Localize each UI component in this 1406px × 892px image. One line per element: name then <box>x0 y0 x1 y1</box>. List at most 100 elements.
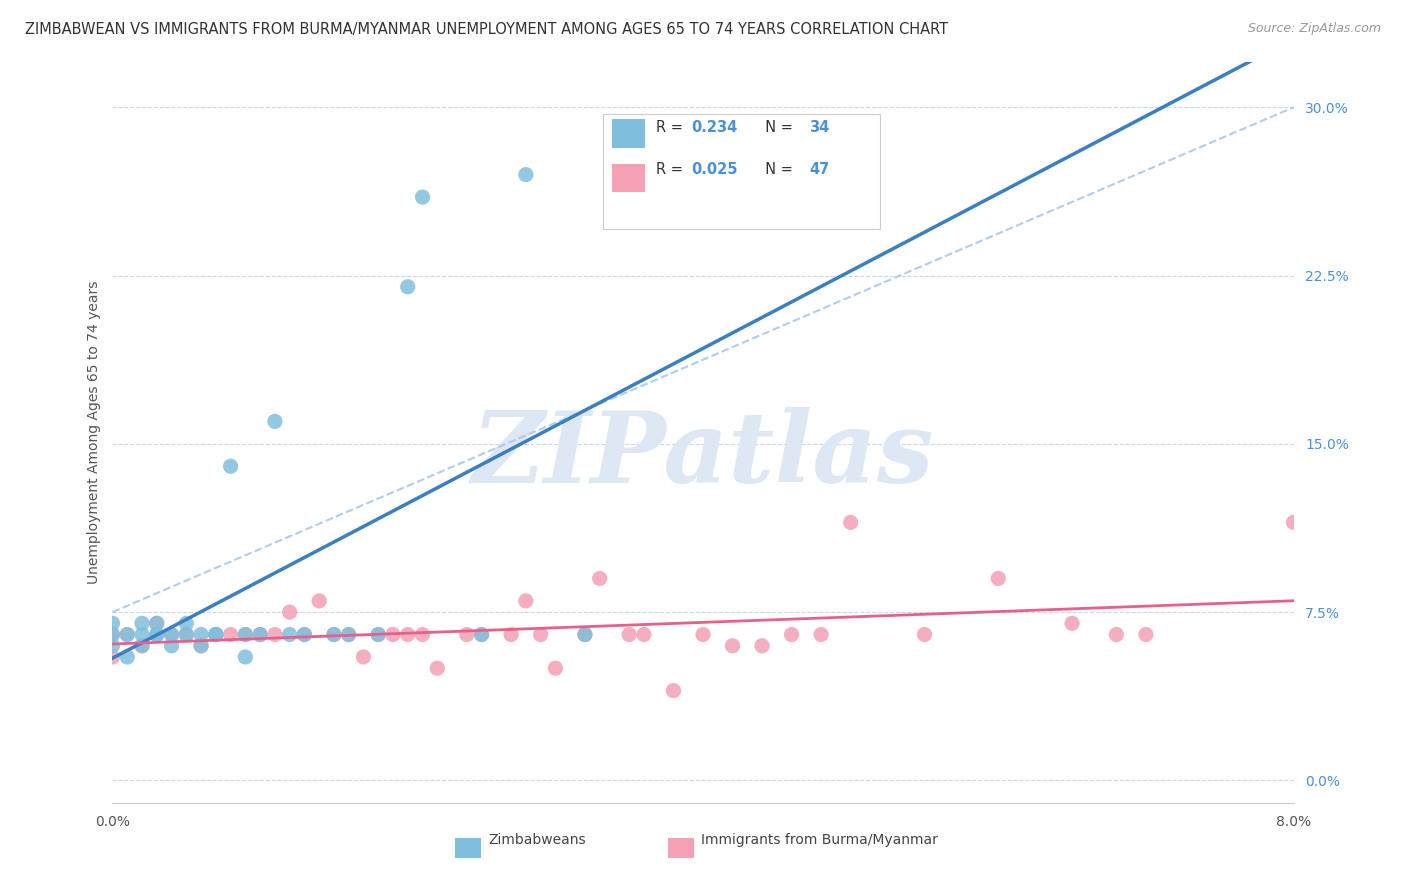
Point <box>839 516 862 530</box>
Point <box>471 627 494 641</box>
Text: N =: N = <box>756 162 797 178</box>
Bar <box>612 120 645 147</box>
Point <box>190 639 212 653</box>
Point <box>588 571 610 585</box>
Text: ZIPatlas: ZIPatlas <box>472 407 934 503</box>
Point <box>515 594 537 608</box>
Point <box>174 627 197 641</box>
Point <box>323 627 346 641</box>
Point <box>396 627 419 641</box>
Point <box>117 627 138 641</box>
Text: N =: N = <box>756 120 797 136</box>
Point <box>146 616 169 631</box>
Point <box>264 414 287 428</box>
Point <box>367 627 389 641</box>
Text: Source: ZipAtlas.com: Source: ZipAtlas.com <box>1247 22 1381 36</box>
Point <box>131 639 153 653</box>
Point <box>751 639 773 653</box>
Point <box>278 627 301 641</box>
Text: 0.234: 0.234 <box>692 120 737 136</box>
Point <box>292 627 315 641</box>
Text: ZIMBABWEAN VS IMMIGRANTS FROM BURMA/MYANMAR UNEMPLOYMENT AMONG AGES 65 TO 74 YEA: ZIMBABWEAN VS IMMIGRANTS FROM BURMA/MYAN… <box>25 22 949 37</box>
FancyBboxPatch shape <box>603 114 880 229</box>
Point <box>101 616 124 631</box>
Point <box>396 280 419 294</box>
Text: R =: R = <box>655 162 688 178</box>
Point <box>190 627 212 641</box>
Point <box>662 683 685 698</box>
Text: 47: 47 <box>810 162 830 178</box>
Point <box>278 605 301 619</box>
Point <box>352 650 374 665</box>
Bar <box>456 838 481 858</box>
Point <box>780 627 803 641</box>
Point <box>412 627 434 641</box>
Point <box>249 627 271 641</box>
Point <box>146 627 169 641</box>
Point <box>292 627 315 641</box>
Point <box>101 639 124 653</box>
Point <box>160 627 183 641</box>
Text: 0.025: 0.025 <box>692 162 738 178</box>
Point <box>174 616 197 631</box>
Point <box>633 627 655 641</box>
Point <box>426 661 449 675</box>
Point <box>544 661 567 675</box>
Point <box>131 627 153 641</box>
Point <box>233 627 256 641</box>
Point <box>382 627 405 641</box>
Point <box>692 627 714 641</box>
Point <box>619 627 641 641</box>
Point <box>456 627 478 641</box>
Point <box>501 627 523 641</box>
Text: R =: R = <box>655 120 688 136</box>
Y-axis label: Unemployment Among Ages 65 to 74 years: Unemployment Among Ages 65 to 74 years <box>87 281 101 584</box>
Point <box>160 639 183 653</box>
Point <box>146 627 169 641</box>
Point <box>205 627 228 641</box>
Point <box>249 627 271 641</box>
Point <box>264 627 287 641</box>
Point <box>117 627 138 641</box>
Text: Immigrants from Burma/Myanmar: Immigrants from Burma/Myanmar <box>700 833 938 847</box>
Point <box>219 627 242 641</box>
Point <box>914 627 936 641</box>
Bar <box>668 838 693 858</box>
Point <box>987 571 1010 585</box>
Point <box>1105 627 1128 641</box>
Point <box>471 627 494 641</box>
Point <box>190 639 212 653</box>
Point <box>205 627 228 641</box>
Point <box>721 639 744 653</box>
Point <box>205 627 228 641</box>
Point <box>101 650 124 665</box>
Bar <box>612 164 645 192</box>
Point <box>219 459 242 474</box>
Point <box>1282 516 1305 530</box>
Point <box>1062 616 1084 631</box>
Point <box>117 650 138 665</box>
Point <box>515 168 537 182</box>
Point <box>101 627 124 641</box>
Point <box>367 627 389 641</box>
Point <box>233 627 256 641</box>
Point <box>810 627 832 641</box>
Point <box>308 594 330 608</box>
Point <box>160 627 183 641</box>
Point <box>337 627 360 641</box>
Point <box>174 627 197 641</box>
Point <box>146 616 169 631</box>
Point <box>1135 627 1157 641</box>
Point <box>101 627 124 641</box>
Point <box>337 627 360 641</box>
Point <box>574 627 596 641</box>
Point <box>529 627 551 641</box>
Point <box>323 627 346 641</box>
Point <box>131 639 153 653</box>
Point <box>574 627 596 641</box>
Text: 34: 34 <box>810 120 830 136</box>
Point <box>233 650 256 665</box>
Point <box>412 190 434 204</box>
Point <box>131 616 153 631</box>
Text: Zimbabweans: Zimbabweans <box>488 833 586 847</box>
